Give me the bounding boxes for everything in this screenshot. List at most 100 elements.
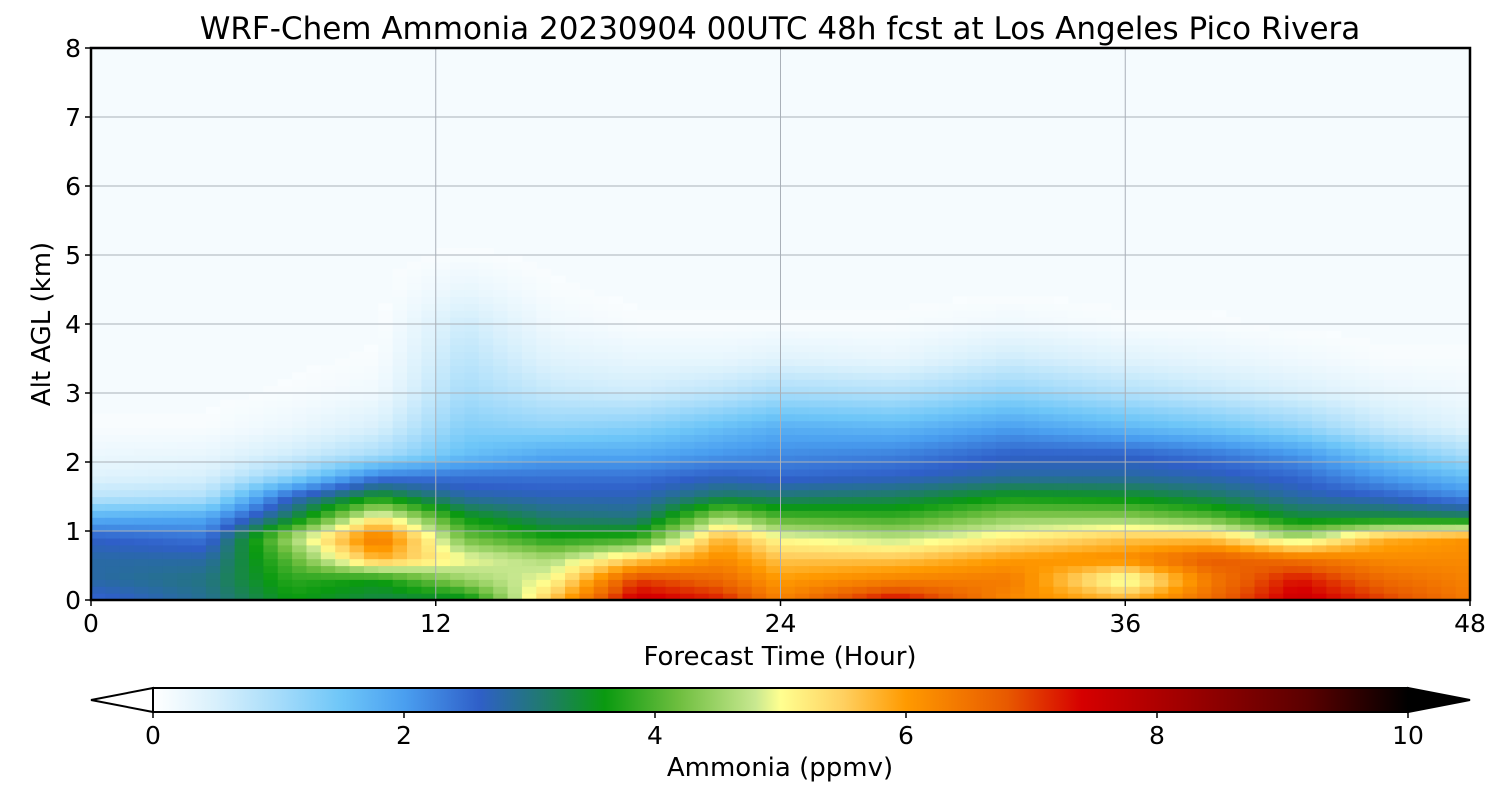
- colorbar-tick-label: 10: [1392, 721, 1424, 750]
- heatmap-cell: [565, 565, 580, 573]
- heatmap-cell: [895, 344, 911, 353]
- heatmap-cell: [694, 524, 710, 532]
- heatmap-cell: [1153, 558, 1169, 567]
- heatmap-cell: [507, 303, 523, 311]
- heatmap-cell: [565, 379, 580, 387]
- heatmap-cell: [320, 434, 336, 442]
- heatmap-cell: [981, 393, 997, 401]
- y-axis-label: Alt AGL (km): [27, 242, 57, 406]
- heatmap-cell: [306, 524, 322, 532]
- heatmap-cell: [536, 558, 552, 567]
- heatmap-cell: [435, 524, 451, 532]
- heatmap-cell: [579, 413, 595, 422]
- heatmap-cell: [450, 551, 466, 560]
- heatmap-cell: [378, 531, 394, 539]
- heatmap-cell: [881, 420, 897, 429]
- heatmap-cell: [622, 372, 638, 380]
- heatmap-cell: [464, 565, 480, 573]
- heatmap-cell: [1369, 434, 1385, 442]
- heatmap-cell: [249, 558, 264, 567]
- heatmap-cell: [392, 510, 408, 518]
- heatmap-cell: [1412, 475, 1428, 484]
- heatmap-cell: [737, 572, 753, 580]
- heatmap-cell: [349, 448, 365, 456]
- heatmap-cell: [1153, 448, 1169, 456]
- heatmap-cell: [478, 365, 494, 373]
- heatmap-cell: [1383, 365, 1399, 373]
- heatmap-cell: [809, 468, 825, 477]
- heatmap-cell: [1254, 351, 1270, 360]
- heatmap-cell: [521, 537, 537, 546]
- heatmap-cell: [1225, 482, 1241, 491]
- heatmap-cell: [1297, 406, 1313, 415]
- heatmap-cell: [392, 399, 408, 408]
- heatmap-cell: [1197, 386, 1213, 394]
- heatmap-cell: [780, 399, 796, 408]
- heatmap-cell: [363, 586, 379, 594]
- heatmap-cell: [1096, 393, 1112, 401]
- heatmap-cell: [1211, 413, 1227, 422]
- heatmap-cell: [435, 558, 451, 567]
- heatmap-cell: [1283, 482, 1299, 491]
- heatmap-cell: [737, 413, 753, 422]
- heatmap-cell: [493, 544, 509, 553]
- heatmap-cell: [435, 434, 451, 442]
- heatmap-cell: [162, 517, 178, 525]
- heatmap-cell: [234, 565, 250, 573]
- heatmap-cell: [694, 565, 710, 573]
- heatmap-cell: [1455, 565, 1471, 573]
- heatmap-cell: [550, 586, 566, 594]
- heatmap-cell: [1455, 482, 1471, 491]
- heatmap-cell: [1053, 482, 1069, 491]
- heatmap-cell: [1412, 434, 1428, 442]
- heatmap-cell: [1297, 330, 1313, 339]
- heatmap-cell: [1297, 565, 1313, 573]
- heatmap-cell: [119, 537, 135, 546]
- heatmap-cell: [493, 296, 509, 304]
- heatmap-cell: [1039, 344, 1055, 353]
- heatmap-cell: [249, 593, 264, 601]
- heatmap-cell: [392, 434, 408, 442]
- heatmap-cell: [881, 586, 897, 594]
- heatmap-cell: [421, 503, 437, 511]
- heatmap-cell: [220, 496, 236, 504]
- heatmap-cell: [1412, 531, 1428, 539]
- heatmap-cell: [1110, 524, 1126, 532]
- heatmap-cell: [823, 448, 839, 456]
- heatmap-cell: [1311, 399, 1327, 408]
- heatmap-cell: [924, 586, 940, 594]
- heatmap-cell: [1355, 551, 1371, 560]
- heatmap-cell: [1010, 531, 1026, 539]
- heatmap-cell: [1096, 434, 1112, 442]
- heatmap-cell: [1024, 344, 1040, 353]
- heatmap-cell: [306, 393, 322, 401]
- heatmap-cell: [1297, 427, 1313, 435]
- heatmap-cell: [579, 524, 595, 532]
- heatmap-cell: [766, 330, 782, 339]
- heatmap-cell: [1110, 420, 1126, 429]
- heatmap-cell: [464, 406, 480, 415]
- heatmap-cell: [1197, 544, 1213, 553]
- heatmap-cell: [608, 593, 624, 601]
- heatmap-cell: [1139, 551, 1155, 560]
- heatmap-cell: [1240, 413, 1256, 422]
- heatmap-cell: [751, 586, 767, 594]
- heatmap-cell: [694, 413, 710, 422]
- heatmap-cell: [1412, 358, 1428, 366]
- heatmap-cell: [435, 275, 451, 284]
- heatmap-cell: [708, 482, 724, 491]
- heatmap-cell: [723, 503, 738, 511]
- heatmap-cell: [464, 586, 480, 594]
- heatmap-cell: [651, 399, 667, 408]
- heatmap-cell: [809, 544, 825, 553]
- heatmap-cell: [995, 441, 1011, 449]
- heatmap-cell: [1139, 379, 1155, 387]
- heatmap-cell: [593, 413, 609, 422]
- heatmap-cell: [866, 558, 882, 567]
- heatmap-cell: [1283, 593, 1299, 601]
- heatmap-cell: [924, 399, 940, 408]
- heatmap-cell: [909, 420, 925, 429]
- heatmap-cell: [220, 427, 236, 435]
- heatmap-cell: [91, 558, 106, 567]
- heatmap-cell: [1110, 379, 1126, 387]
